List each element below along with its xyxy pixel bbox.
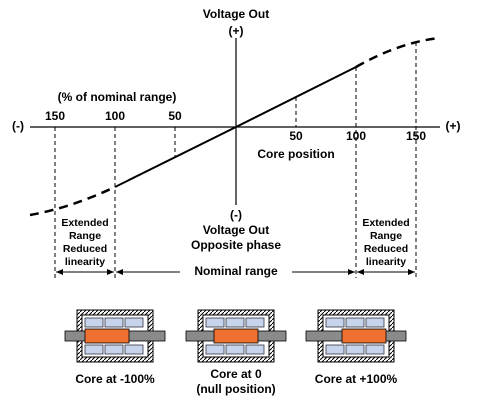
- tick-label: 100: [346, 129, 366, 143]
- axis-minus: (-): [12, 119, 24, 133]
- coil: [345, 344, 365, 355]
- axis-plus: (+): [446, 119, 461, 133]
- title: Voltage Out: [203, 7, 269, 21]
- coil: [225, 344, 245, 355]
- core-label: Core at 0: [210, 367, 262, 381]
- positive-sign: (+): [229, 24, 244, 38]
- cores: [64, 309, 407, 363]
- coil: [84, 317, 104, 328]
- coil: [205, 317, 225, 328]
- axis-note: (% of nominal range): [58, 90, 177, 104]
- graph: [29, 36, 441, 278]
- tick-label: 150: [406, 129, 426, 143]
- core: [341, 328, 387, 344]
- core-label: Core at -100%: [75, 372, 155, 386]
- coil: [245, 317, 265, 328]
- coil: [245, 344, 265, 355]
- bottom-subtitle: Opposite phase: [191, 238, 281, 252]
- coil: [225, 317, 245, 328]
- left-note: Range: [69, 230, 101, 242]
- tick-label: 50: [289, 129, 303, 143]
- coil: [104, 344, 124, 355]
- coil: [365, 317, 385, 328]
- bottom-title: Voltage Out: [203, 223, 269, 237]
- coil: [124, 344, 144, 355]
- left-note: Extended: [61, 217, 108, 229]
- core: [84, 328, 130, 344]
- right-note: linearity: [366, 256, 406, 268]
- nominal-range: Nominal range: [194, 264, 278, 278]
- coil: [104, 317, 124, 328]
- coil: [205, 344, 225, 355]
- coil: [345, 317, 365, 328]
- curve-extended-right: [355, 36, 441, 69]
- tick-label: 50: [168, 109, 182, 123]
- right-note: Range: [370, 230, 402, 242]
- coil: [84, 344, 104, 355]
- coil: [124, 317, 144, 328]
- coil: [365, 344, 385, 355]
- coil: [325, 317, 345, 328]
- coil: [325, 344, 345, 355]
- tick-label: 150: [45, 109, 65, 123]
- curve-nominal: [114, 66, 357, 188]
- axis-title: Core position: [257, 147, 334, 161]
- tick-label: 100: [105, 109, 125, 123]
- left-note: Reduced: [63, 243, 107, 255]
- right-note: Extended: [362, 217, 409, 229]
- core-sublabel: (null position): [196, 382, 275, 396]
- transducer: [305, 309, 407, 363]
- transducer: [185, 309, 287, 363]
- core-label: Core at +100%: [315, 372, 398, 386]
- right-note: Reduced: [364, 243, 408, 255]
- curve-extended-left: [29, 185, 116, 217]
- transducer: [64, 309, 166, 363]
- left-note: linearity: [65, 256, 105, 268]
- negative-sign: (-): [230, 208, 242, 222]
- core: [213, 328, 259, 344]
